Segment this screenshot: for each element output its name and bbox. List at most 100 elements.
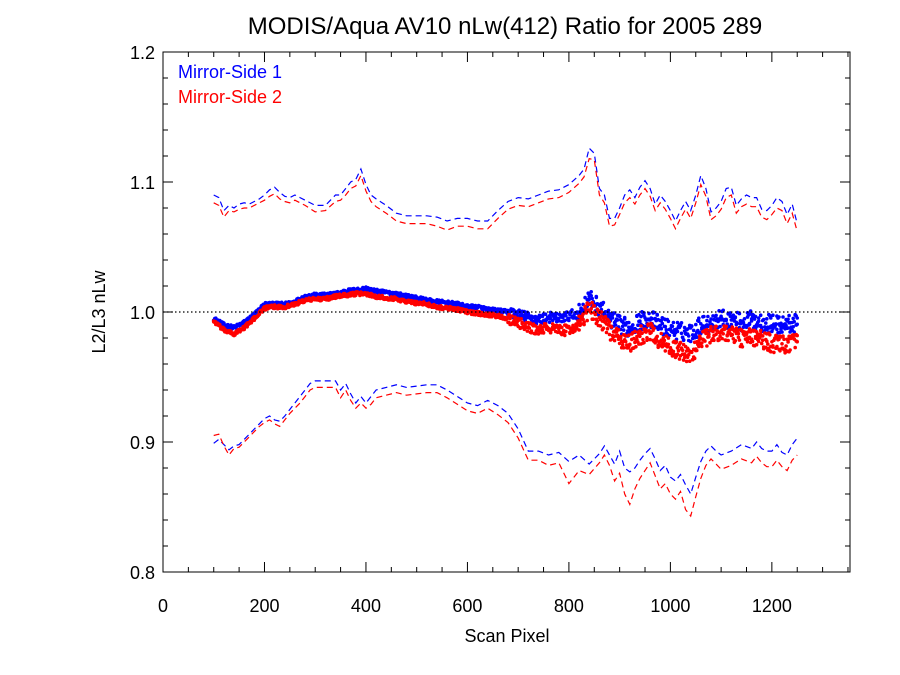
data-point bbox=[621, 346, 626, 350]
data-point bbox=[744, 332, 749, 337]
data-point bbox=[724, 324, 728, 329]
data-point bbox=[712, 338, 716, 343]
data-point bbox=[579, 306, 583, 311]
data-point bbox=[775, 344, 779, 349]
data-point bbox=[627, 333, 631, 338]
data-point bbox=[702, 314, 706, 319]
data-point bbox=[620, 343, 625, 347]
data-point bbox=[604, 330, 609, 335]
x-tick-label: 0 bbox=[158, 596, 168, 616]
data-point bbox=[705, 344, 709, 348]
data-point bbox=[760, 334, 765, 338]
data-point bbox=[728, 327, 733, 332]
data-point bbox=[775, 327, 779, 332]
data-point bbox=[793, 345, 797, 350]
data-point bbox=[634, 344, 638, 349]
data-point bbox=[703, 339, 707, 343]
data-point bbox=[583, 304, 587, 309]
legend-entry-mirror-side-1: Mirror-Side 1 bbox=[178, 62, 282, 82]
data-point bbox=[636, 323, 640, 328]
data-point bbox=[570, 308, 574, 312]
data-point bbox=[575, 324, 579, 328]
data-point bbox=[763, 325, 767, 329]
data-point bbox=[677, 357, 682, 361]
series-2 bbox=[211, 157, 799, 518]
data-point bbox=[520, 320, 524, 325]
data-point bbox=[655, 334, 659, 339]
data-point bbox=[663, 349, 668, 353]
data-point bbox=[650, 316, 654, 321]
x-tick-label: 200 bbox=[249, 596, 279, 616]
data-point bbox=[750, 339, 755, 344]
data-point bbox=[737, 311, 742, 316]
data-point bbox=[661, 341, 666, 346]
data-point bbox=[235, 331, 239, 335]
data-point bbox=[581, 312, 585, 316]
data-point bbox=[795, 322, 799, 327]
data-point bbox=[601, 326, 606, 331]
data-point bbox=[769, 316, 773, 320]
y-tick-label: 0.8 bbox=[130, 563, 155, 583]
series-1-upper-dashed-line bbox=[213, 147, 798, 224]
data-point bbox=[607, 320, 612, 324]
data-point bbox=[582, 320, 586, 325]
data-point bbox=[676, 348, 681, 353]
data-point bbox=[691, 328, 696, 333]
data-point bbox=[766, 342, 770, 346]
data-layer bbox=[211, 147, 799, 518]
data-point bbox=[681, 338, 686, 342]
x-tick-label: 400 bbox=[351, 596, 381, 616]
data-point bbox=[612, 338, 617, 343]
data-point bbox=[541, 331, 546, 335]
data-point bbox=[578, 319, 582, 323]
data-point bbox=[777, 315, 781, 319]
data-point bbox=[730, 332, 735, 337]
data-point bbox=[764, 345, 768, 350]
data-point bbox=[645, 338, 649, 343]
data-point bbox=[674, 340, 679, 344]
data-point bbox=[564, 313, 568, 318]
data-point bbox=[689, 324, 694, 329]
data-point bbox=[681, 358, 686, 362]
data-point bbox=[726, 338, 730, 343]
legend-entry-mirror-side-2: Mirror-Side 2 bbox=[178, 87, 282, 107]
data-point bbox=[632, 336, 636, 341]
data-point bbox=[760, 338, 765, 343]
data-point bbox=[697, 316, 701, 321]
data-point bbox=[765, 339, 769, 344]
y-axis-ticks: 0.8 0.9 1.0 1.1 1.2 bbox=[130, 43, 850, 583]
x-tick-label: 800 bbox=[554, 596, 584, 616]
data-point bbox=[587, 297, 591, 302]
y-tick-label: 1.0 bbox=[130, 303, 155, 323]
data-point bbox=[768, 333, 772, 337]
data-point bbox=[543, 312, 548, 317]
data-point bbox=[585, 318, 589, 323]
data-point bbox=[631, 323, 635, 327]
data-point bbox=[707, 332, 711, 337]
data-point bbox=[778, 349, 782, 353]
data-point bbox=[671, 349, 676, 354]
data-point bbox=[627, 320, 631, 325]
x-tick-label: 600 bbox=[452, 596, 482, 616]
data-point bbox=[648, 337, 652, 342]
data-point bbox=[639, 324, 643, 328]
data-point bbox=[628, 342, 632, 347]
y-tick-label: 1.2 bbox=[130, 43, 155, 63]
data-point bbox=[605, 326, 610, 331]
data-point bbox=[601, 300, 606, 305]
data-point bbox=[587, 302, 591, 307]
data-point bbox=[753, 314, 758, 319]
data-point bbox=[623, 339, 628, 344]
data-point bbox=[745, 340, 750, 344]
data-point bbox=[659, 326, 664, 331]
data-point bbox=[709, 324, 713, 329]
data-point bbox=[689, 350, 694, 355]
data-point bbox=[737, 338, 742, 342]
data-point bbox=[765, 317, 769, 321]
y-tick-label: 1.1 bbox=[130, 173, 155, 193]
data-point bbox=[725, 333, 729, 338]
data-point bbox=[638, 334, 642, 339]
data-point bbox=[714, 313, 718, 318]
data-point bbox=[639, 314, 643, 319]
data-point bbox=[694, 322, 698, 327]
